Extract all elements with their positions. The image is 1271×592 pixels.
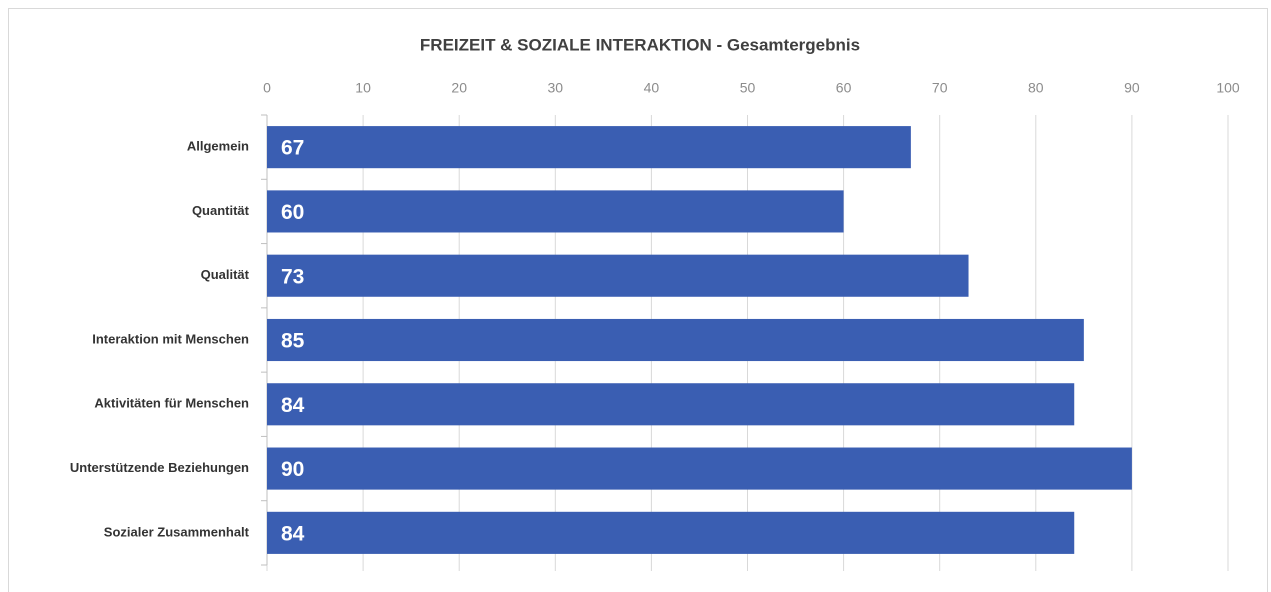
data-label: 85: [281, 330, 305, 353]
x-tick-label: 90: [1124, 80, 1140, 96]
y-tick-label: Aktivitäten für Menschen: [94, 396, 249, 411]
bar: [267, 383, 1075, 426]
chart-frame: [8, 8, 1268, 592]
y-tick-label: Qualität: [201, 267, 250, 282]
bar: [267, 318, 1084, 362]
bar: [267, 254, 969, 297]
x-tick-label: 70: [932, 80, 948, 96]
data-label: 84: [281, 522, 305, 545]
y-tick-label: Allgemein: [187, 139, 249, 154]
data-label: 60: [281, 201, 304, 224]
x-tick-label: 30: [548, 80, 564, 96]
y-tick-label: Quantität: [192, 203, 250, 218]
data-label: 84: [281, 394, 305, 417]
x-tick-label: 0: [263, 80, 271, 96]
x-tick-label: 20: [451, 80, 467, 96]
x-tick-label: 80: [1028, 80, 1044, 96]
bar: [267, 511, 1075, 554]
x-tick-label: 50: [740, 80, 756, 96]
bar: [267, 126, 911, 169]
bar: [267, 447, 1132, 490]
y-tick-label: Unterstützende Beziehungen: [70, 460, 249, 475]
y-tick-label: Interaktion mit Menschen: [92, 331, 249, 346]
chart-title: FREIZEIT & SOZIALE INTERAKTION - Gesamte…: [420, 35, 860, 54]
bar: [267, 190, 844, 233]
data-label: 67: [281, 137, 304, 160]
data-label: 73: [281, 265, 304, 288]
x-tick-label: 10: [355, 80, 371, 96]
y-tick-label: Sozialer Zusammenhalt: [104, 524, 250, 539]
x-tick-label: 60: [836, 80, 852, 96]
x-tick-label: 40: [644, 80, 660, 96]
x-tick-label: 100: [1216, 80, 1240, 96]
data-label: 90: [281, 458, 304, 481]
